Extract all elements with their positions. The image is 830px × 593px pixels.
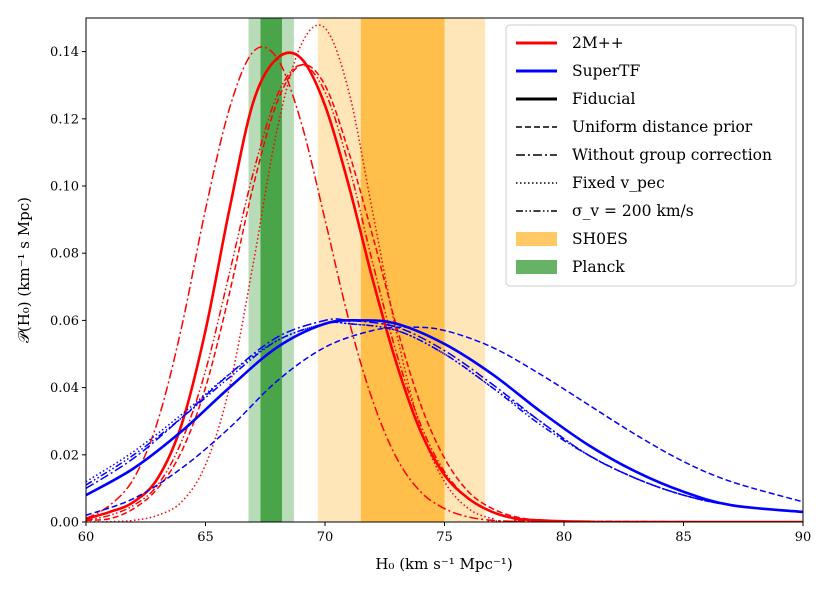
band-inner-1 — [260, 18, 282, 522]
series-line-6 — [86, 326, 803, 516]
legend-label-7: SH0ES — [572, 230, 628, 248]
legend-box — [505, 24, 797, 287]
series-line-2 — [86, 46, 803, 522]
x-tick-label-0: 60 — [78, 530, 95, 545]
y-axis: 0.00 0.02 0.04 0.06 0.08 0.10 0.12 0.14 — [50, 45, 86, 531]
y-tick-label-3: 0.06 — [50, 314, 79, 329]
legend-label-1: SuperTF — [572, 62, 640, 80]
y-tick-label-0: 0.00 — [50, 516, 79, 531]
band-inner-0 — [360, 18, 445, 522]
band-layer — [248, 18, 486, 522]
x-tick-label-2: 70 — [317, 530, 334, 545]
x-axis: 60 65 70 75 80 85 90 — [78, 522, 812, 545]
series-line-3 — [86, 24, 803, 522]
x-tick-label-6: 90 — [795, 530, 812, 545]
y-tick-label-7: 0.14 — [50, 45, 79, 60]
series-line-9 — [86, 321, 803, 513]
x-tick-label-4: 80 — [556, 530, 573, 545]
x-tick-label-5: 85 — [675, 530, 692, 545]
series-line-1 — [86, 63, 803, 522]
legend-label-0: 2M++ — [572, 34, 624, 52]
y-tick-label-6: 0.12 — [50, 112, 79, 127]
legend: 2M++ SuperTF Fiducial Uniform distance prio… — [505, 24, 797, 287]
legend-marker-8 — [516, 260, 557, 274]
x-tick-label-3: 75 — [436, 530, 453, 545]
y-tick-label-5: 0.10 — [50, 180, 79, 195]
legend-label-6: σ_v = 200 km/s — [572, 202, 694, 220]
y-axis-label: 𝒫(H₀) (km⁻¹ s Mpc) — [15, 197, 33, 343]
series-line-5 — [86, 318, 803, 514]
x-tick-label-1: 65 — [197, 530, 214, 545]
y-tick-label-1: 0.02 — [50, 448, 79, 463]
x-axis-label: H₀ (km s⁻¹ Mpc⁻¹) — [375, 555, 512, 573]
legend-label-8: Planck — [572, 258, 625, 276]
y-tick-label-2: 0.04 — [50, 381, 79, 396]
series-line-4 — [86, 64, 803, 522]
curve-layer — [86, 24, 803, 522]
legend-label-5: Fixed v_pec — [572, 174, 665, 192]
legend-label-4: Without group correction — [572, 146, 772, 164]
y-tick-label-4: 0.08 — [50, 247, 79, 262]
legend-label-2: Fiducial — [572, 90, 635, 108]
legend-label-3: Uniform distance prior — [572, 118, 753, 136]
legend-marker-7 — [516, 232, 557, 246]
